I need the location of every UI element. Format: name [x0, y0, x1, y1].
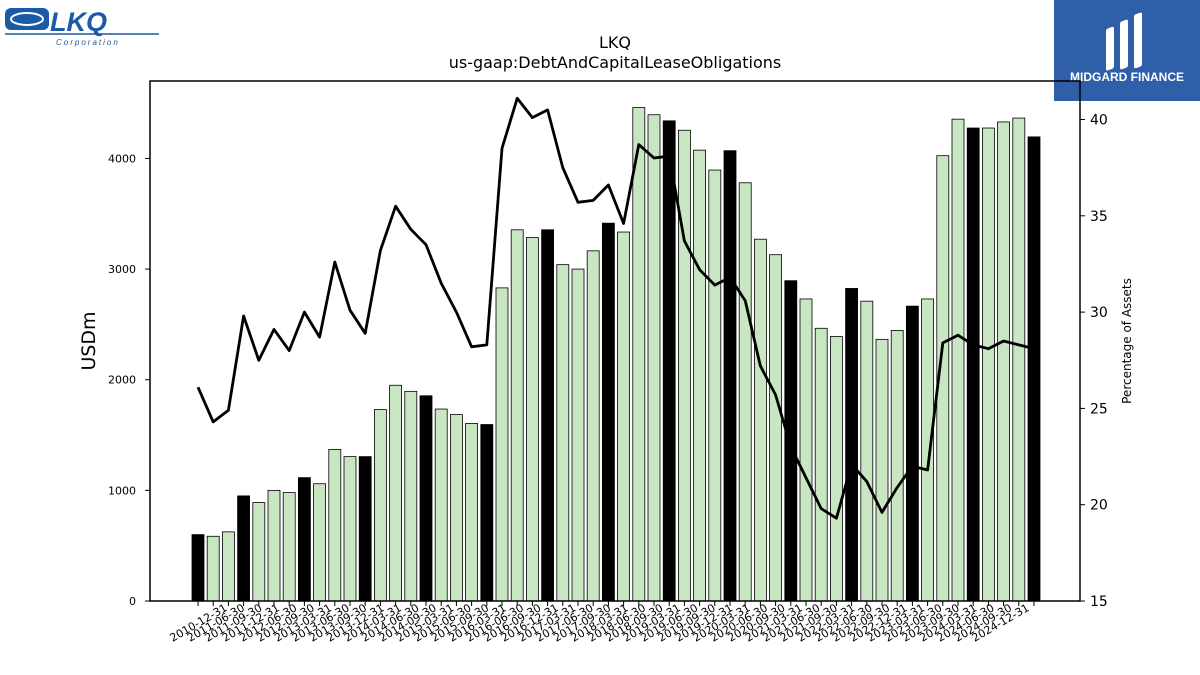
y-tick-label: 0: [129, 595, 136, 608]
y2-tick-label: 30: [1090, 305, 1108, 321]
y-tick-label: 3000: [108, 263, 136, 276]
bar: [921, 298, 934, 602]
bar: [206, 535, 220, 602]
line-group: [196, 96, 1035, 520]
bar: [617, 231, 630, 602]
y-axis-right: 15 20 25 30 35 40: [1080, 113, 1108, 610]
bar: [890, 330, 904, 602]
y2-tick-label: 20: [1090, 498, 1108, 514]
bar: [419, 395, 433, 602]
bar: [267, 489, 281, 602]
bar: [632, 107, 646, 602]
bar: [784, 280, 798, 602]
bar: [237, 495, 251, 602]
bar: [875, 338, 889, 602]
y2-axis-label: Percentage of Assets: [1120, 278, 1134, 404]
bar: [754, 238, 767, 602]
bar: [373, 409, 387, 602]
bar: [510, 229, 524, 602]
x-axis: 2010-12-312011-06-302011-09-302011-12-31…: [168, 601, 1035, 645]
bar: [1012, 117, 1026, 602]
bar: [830, 336, 843, 602]
bar: [738, 182, 752, 602]
lkq-logo: LKQ Corporation: [4, 4, 160, 48]
bar: [951, 118, 965, 602]
bar: [221, 531, 235, 602]
bar: [693, 149, 706, 602]
midgard-finance-logo: MIDGARD FINANCE: [1054, 0, 1200, 101]
bar: [602, 222, 615, 602]
bar: [814, 327, 828, 602]
lkq-logo-emblem: [5, 8, 49, 30]
bar: [966, 127, 980, 602]
chart-subtitle: us-gaap:DebtAndCapitalLeaseObligations: [449, 53, 782, 72]
bar: [495, 287, 509, 602]
bar: [647, 114, 661, 602]
bar: [465, 423, 479, 602]
bar: [571, 268, 585, 602]
bar: [434, 408, 448, 602]
bar: [252, 502, 266, 602]
bars-group: [191, 107, 1041, 602]
y-axis-label: USDm: [78, 311, 100, 370]
y-tick-label: 2000: [108, 374, 136, 387]
bar: [906, 305, 919, 602]
y2-tick-label: 15: [1090, 594, 1108, 610]
bar: [343, 456, 357, 602]
midgard-brand-text: MIDGARD FINANCE: [1070, 70, 1184, 84]
bar: [586, 250, 600, 602]
y-tick-label: 4000: [108, 152, 136, 165]
chart-title: LKQ: [599, 33, 631, 52]
bar: [769, 254, 782, 602]
percentage-line: [196, 96, 1035, 520]
bar: [404, 390, 418, 602]
plot-frame: [149, 80, 1081, 602]
bar: [541, 229, 554, 602]
bar: [191, 534, 205, 602]
bar: [723, 150, 737, 602]
lkq-logo-text: LKQ: [50, 7, 107, 37]
bar: [389, 384, 403, 602]
bar: [480, 424, 494, 602]
bar: [449, 414, 463, 602]
bar: [678, 129, 691, 602]
y2-tick-label: 35: [1090, 209, 1108, 225]
bar: [297, 477, 311, 602]
bar: [358, 456, 372, 602]
bar: [328, 449, 342, 602]
y-tick-label: 1000: [108, 484, 136, 497]
bar: [662, 120, 676, 602]
y2-tick-label: 25: [1090, 401, 1108, 417]
bar: [526, 237, 539, 602]
lkq-logo-subtext: Corporation: [56, 38, 120, 47]
bar: [845, 288, 858, 602]
bar: [799, 298, 813, 602]
y-axis-left: 0 1000 2000 3000 4000: [108, 152, 150, 608]
bar: [313, 483, 327, 602]
bar: [997, 121, 1010, 602]
bar: [282, 492, 296, 602]
bar: [708, 169, 722, 602]
bar: [1027, 136, 1041, 602]
bar: [860, 300, 874, 602]
y2-tick-label: 40: [1090, 113, 1108, 129]
midgard-m-icon: [1106, 12, 1142, 71]
bar: [556, 264, 570, 602]
bar: [982, 127, 995, 602]
